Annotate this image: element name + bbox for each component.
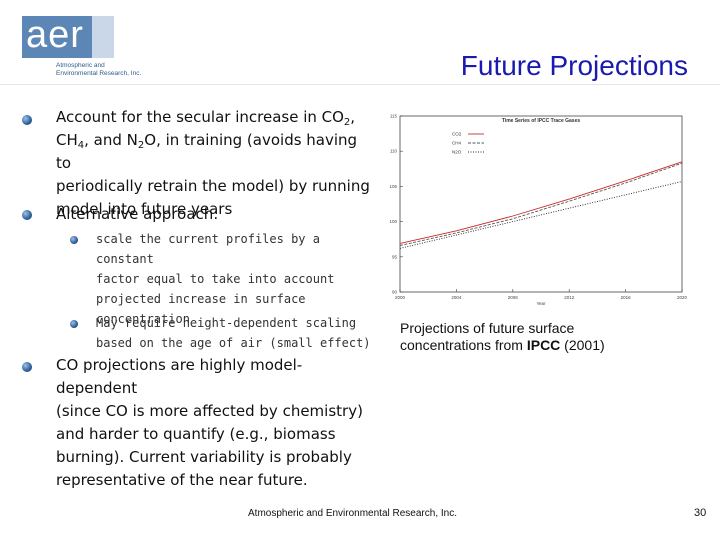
bullet-line: burning). Current variability is probabl… bbox=[56, 448, 352, 466]
bullet-dot bbox=[22, 115, 32, 125]
y-tick-label: 90 bbox=[392, 290, 398, 295]
bullet-line: model into future years bbox=[56, 200, 233, 218]
footer-company: Atmospheric and Environmental Research, … bbox=[248, 508, 457, 519]
sub-bullet-height-scaling: May require height-dependent scaling bas… bbox=[96, 313, 376, 353]
title-rule bbox=[0, 84, 720, 85]
sub-bullet-scale-profiles: scale the current profiles by a constant… bbox=[96, 229, 376, 329]
sub-bullet-line: concentration bbox=[96, 312, 190, 326]
bullet-line: (since CO is more affected by chemistry) bbox=[56, 402, 363, 420]
slide-title: Future Projections bbox=[460, 50, 688, 81]
legend-label: CH4 bbox=[452, 141, 461, 146]
sub-bullet-line: scale the current profiles by a constant bbox=[96, 232, 320, 266]
x-tick-label: 2008 bbox=[508, 295, 519, 300]
y-tick-label: 110 bbox=[390, 149, 398, 154]
chart-caption: Projections of future surface concentrat… bbox=[400, 320, 700, 354]
y-tick-label: 95 bbox=[392, 254, 398, 259]
ipcc-trace-gas-chart: Time Series of IPCC Trace Gases 2000 2004 2… bbox=[389, 114, 688, 307]
bullet-alternative-approach: Alternative approach: bbox=[56, 205, 219, 223]
bullet-line: CO projections are highly model-dependen… bbox=[56, 356, 303, 397]
plot-frame bbox=[399, 115, 683, 293]
sub-bullet-line: factor equal to take into account bbox=[96, 272, 335, 286]
logo-subtitle-line2: Environmental Research, Inc. bbox=[56, 70, 142, 77]
sub-bullet-line: projected increase in surface bbox=[96, 292, 306, 306]
sub-bullet-line: May require height-dependent scaling bbox=[96, 316, 357, 330]
x-tick-label: 2012 bbox=[564, 295, 575, 300]
caption-line1: Projections of future surface bbox=[400, 320, 575, 336]
logo-subtitle-line1: Atmospheric and bbox=[56, 62, 105, 69]
bullet-line: CH4, and N2O, in training (avoids having… bbox=[56, 131, 358, 172]
bullet-dot bbox=[22, 362, 32, 372]
bullet-line: representative of the near future. bbox=[56, 471, 308, 489]
sub-bullet-dot bbox=[70, 320, 78, 328]
aer-logo: aer Atmospheric and Environmental Resear… bbox=[20, 12, 150, 82]
logo-subtitle: Atmospheric and Environmental Research, … bbox=[56, 62, 141, 78]
y-tick-label: 105 bbox=[389, 184, 397, 189]
bullet-secular-increase: Account for the secular increase in CO2,… bbox=[56, 106, 376, 221]
logo-block bbox=[22, 16, 92, 58]
series-line-ch4 bbox=[399, 162, 683, 246]
bullet-line: and harder to quantify (e.g., biomass bbox=[56, 425, 336, 443]
bullet-co-projections: CO projections are highly model-dependen… bbox=[56, 354, 376, 492]
x-tick-label: 2016 bbox=[621, 295, 632, 300]
series-line-co2 bbox=[399, 161, 683, 244]
logo-mark: aer bbox=[26, 14, 84, 56]
y-tick-label: 100 bbox=[389, 219, 397, 224]
x-tick-label: 2004 bbox=[451, 295, 462, 300]
sub-bullet-dot bbox=[70, 236, 78, 244]
page-number: 30 bbox=[694, 507, 707, 519]
x-axis-label: Year bbox=[536, 301, 546, 306]
bullet-line: Account for the secular increase in CO2, bbox=[56, 108, 356, 128]
y-tick-label: 115 bbox=[390, 114, 398, 119]
legend-label: CO2 bbox=[452, 132, 462, 137]
x-tick-label: 2000 bbox=[395, 295, 406, 300]
chart-title: Time Series of IPCC Trace Gases bbox=[502, 118, 581, 124]
series-line-n2o bbox=[399, 181, 683, 249]
legend-label: N2O bbox=[452, 150, 462, 155]
caption-line2: concentrations from IPCC (2001) bbox=[400, 337, 605, 353]
sub-bullet-line: based on the age of air (small effect) bbox=[96, 336, 371, 350]
bullet-dot bbox=[22, 210, 32, 220]
bullet-line: periodically retrain the model) by runni… bbox=[56, 177, 370, 195]
logo-block-light bbox=[92, 16, 114, 58]
x-tick-label: 2020 bbox=[677, 295, 688, 300]
